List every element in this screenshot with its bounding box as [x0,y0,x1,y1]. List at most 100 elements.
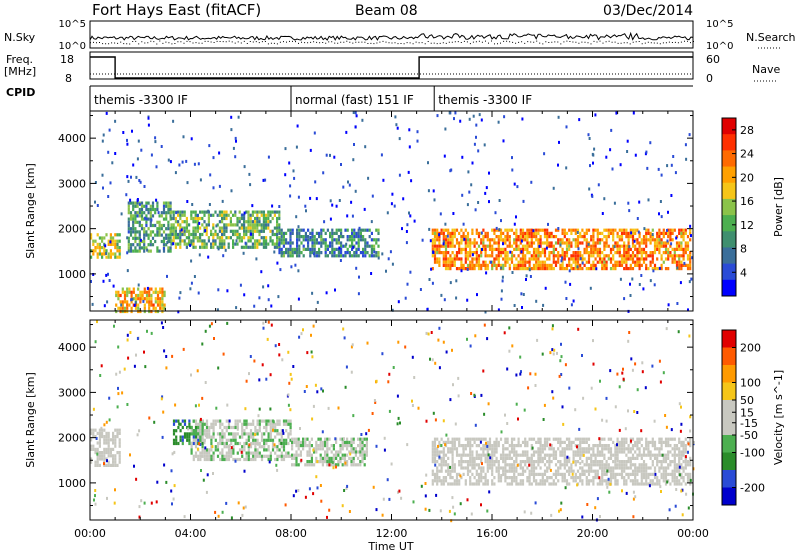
echo-cell [165,481,167,484]
echo-cell [471,241,473,244]
echo-cell [476,264,478,267]
echo-cell [645,454,647,457]
echo-cell [235,436,237,439]
echo-cell [685,466,687,469]
echo-cell [467,238,469,241]
echo-cell [458,245,460,248]
echo-cell [529,438,531,441]
echo-cell [320,245,322,248]
echo-cell [297,489,299,492]
echo-cell [201,243,203,246]
echo-cell [491,245,493,248]
echo-cell [411,400,413,403]
echo-cell [478,254,480,257]
echo-cell [206,246,208,249]
echo-cell [254,439,256,442]
echo-cell [553,447,555,450]
echo-cell [207,210,209,213]
echo-cell [582,397,584,400]
echo-cell [632,447,634,450]
echo-cell [443,235,445,238]
echo-cell [670,194,672,197]
echo-cell [145,234,147,237]
echo-cell [471,264,473,267]
echo-cell [148,237,150,240]
echo-cell [300,450,302,453]
echo-cell [186,236,188,239]
echo-cell [509,267,511,270]
echo-cell [522,479,524,482]
echo-cell [551,267,553,270]
echo-cell [445,251,447,254]
echo-cell [268,420,270,423]
echo-cell [570,229,572,232]
echo-cell [579,479,581,482]
echo-cell [203,246,205,249]
echo-cell [444,155,446,158]
echo-cell [509,229,511,232]
echo-cell [188,236,190,239]
echo-cell [252,236,254,239]
echo-cell [353,460,355,463]
echo-cell [584,238,586,241]
echo-cell [663,261,665,264]
echo-cell [156,250,158,253]
echo-cell [676,476,678,479]
colorbar-swatch [722,215,736,232]
echo-cell [103,249,105,252]
echo-cell [619,229,621,232]
echo-cell [163,247,165,250]
echo-cell [610,248,612,251]
echo-cell [661,241,663,244]
echo-cell [190,217,192,220]
echo-cell [163,224,165,227]
echo-cell [491,450,493,453]
echo-cell [566,245,568,248]
echo-cell [186,436,188,439]
echo-cell [612,473,614,476]
echo-cell [161,240,163,243]
echo-cell [192,246,194,249]
echo-cell [155,307,157,310]
echo-cell [579,267,581,270]
echo-cell [586,470,588,473]
echo-cell [306,454,308,457]
echo-cell [219,227,221,230]
echo-cell [500,267,502,270]
echo-cell [364,229,366,232]
echo-cell [170,239,172,242]
echo-cell [575,238,577,241]
echo-cell [202,432,204,435]
echo-cell [678,267,680,270]
echo-cell [650,466,652,469]
echo-cell [608,235,610,238]
echo-cell [683,479,685,482]
echo-cell [161,211,163,214]
echo-cell [292,254,294,257]
echo-cell [641,454,643,457]
echo-cell [112,464,114,467]
echo-cell [579,438,581,441]
echo-cell [103,438,105,441]
echo-cell [362,238,364,241]
echo-cell [159,300,161,303]
echo-cell [350,201,352,204]
echo-cell [144,297,146,300]
echo-cell [254,211,256,214]
echo-cell [128,221,130,224]
echo-cell [568,473,570,476]
echo-cell [94,489,96,492]
echo-cell [480,473,482,476]
echo-cell [522,450,524,453]
echo-cell [449,254,451,257]
echo-cell [285,429,287,432]
echo-cell [276,432,278,435]
echo-cell [621,476,623,479]
echo-cell [493,241,495,244]
echo-cell [524,438,526,441]
echo-cell [235,420,237,423]
echo-cell [158,211,160,214]
echo-cell [639,470,641,473]
cpid-segment-label: themis -3300 IF [94,93,188,107]
echo-cell [465,444,467,447]
